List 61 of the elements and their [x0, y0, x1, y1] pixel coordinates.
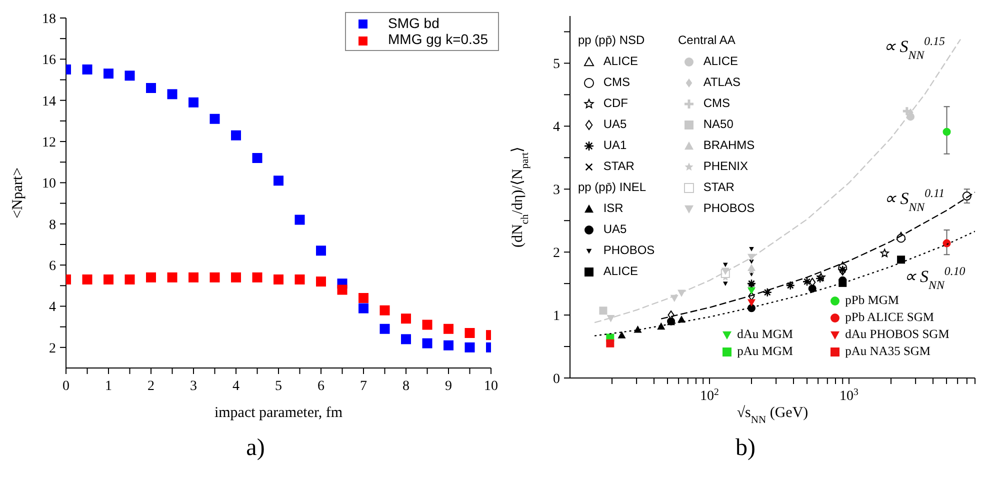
legend-label: UA5: [603, 222, 627, 236]
y-tick-label: 5: [553, 57, 560, 72]
legend-label: pAu MGM: [736, 342, 794, 360]
x-tick-label: 1: [105, 379, 112, 394]
legend-label: dAu PHOBOS SGM: [844, 326, 950, 343]
y-tick-label: 2: [49, 341, 56, 356]
text: b): [736, 435, 756, 461]
x-axis-title: impact parameter, fm: [214, 405, 343, 421]
y-tick-label: 4: [49, 300, 56, 316]
annotation: Central AA: [678, 33, 736, 47]
annotation: pp (pp̄) NSD: [578, 33, 645, 47]
x-tick-label: 5: [275, 379, 282, 394]
x-tick-label: 2: [148, 379, 154, 394]
legend-label: CMS: [703, 96, 730, 110]
legend-label: pPb MGM: [844, 292, 900, 309]
x-tick-label: 4: [232, 379, 240, 394]
legend-label: MMG gg k=0.35: [388, 31, 488, 48]
x-tick-label: 7: [360, 379, 367, 394]
x-tick-label: 8: [402, 379, 410, 394]
legend-label: ALICE: [603, 264, 638, 278]
y-tick-label: 2: [553, 246, 560, 262]
legend-label: UA5: [603, 117, 627, 131]
x-tick-label: 10$^{2}$: [700, 386, 720, 404]
legend-label: dAu MGM: [736, 326, 794, 343]
legend-label: pAu NA35 SGM: [844, 342, 932, 360]
y-tick-label: 18: [42, 12, 56, 27]
y-tick-label: 1: [553, 309, 560, 324]
legend-label: SMG bd: [388, 15, 440, 31]
y-tick-label: 8: [49, 218, 56, 233]
x-tick-label: 0: [62, 379, 70, 394]
y-tick-label: 16: [42, 53, 56, 68]
x-tick-label: 10$^{3}$: [840, 386, 859, 404]
text: a): [246, 435, 265, 461]
legend-label: UA1: [603, 138, 627, 152]
legend-label: BRAHMS: [703, 138, 755, 152]
annotation: pp (pp̄) INEL: [578, 180, 646, 194]
legend-label: CDF: [603, 96, 628, 110]
legend-label: ALICE: [703, 54, 738, 68]
y-tick-label: 12: [42, 136, 56, 151]
legend-label: PHENIX: [703, 159, 748, 173]
y-tick-label: 6: [49, 259, 56, 274]
y-tick-label: 4: [553, 120, 560, 136]
legend-label: PHOBOS: [703, 201, 755, 215]
legend-label: pPb ALICE SGM: [844, 308, 936, 326]
legend-label: NA50: [703, 117, 734, 131]
x-axis-title: √s$_{NN}$ (GeV): [736, 405, 808, 426]
legend-label: ALICE: [603, 54, 638, 68]
x-tick-label: 3: [190, 379, 197, 394]
legend-label: ISR: [603, 201, 624, 215]
y-tick-label: 3: [553, 183, 560, 198]
x-tick-label: 10: [484, 379, 498, 394]
legend-label: PHOBOS: [603, 243, 655, 257]
legend-label: CMS: [603, 75, 630, 89]
y-axis-title: <Npart>: [10, 167, 26, 219]
legend-label: STAR: [603, 159, 634, 173]
x-tick-label: 9: [445, 379, 452, 394]
legend-label: ATLAS: [703, 75, 740, 89]
legend-label: STAR: [703, 180, 734, 194]
y-tick-label: 14: [42, 94, 56, 110]
y-tick-label: 10: [42, 176, 56, 192]
x-tick-label: 6: [318, 379, 324, 394]
